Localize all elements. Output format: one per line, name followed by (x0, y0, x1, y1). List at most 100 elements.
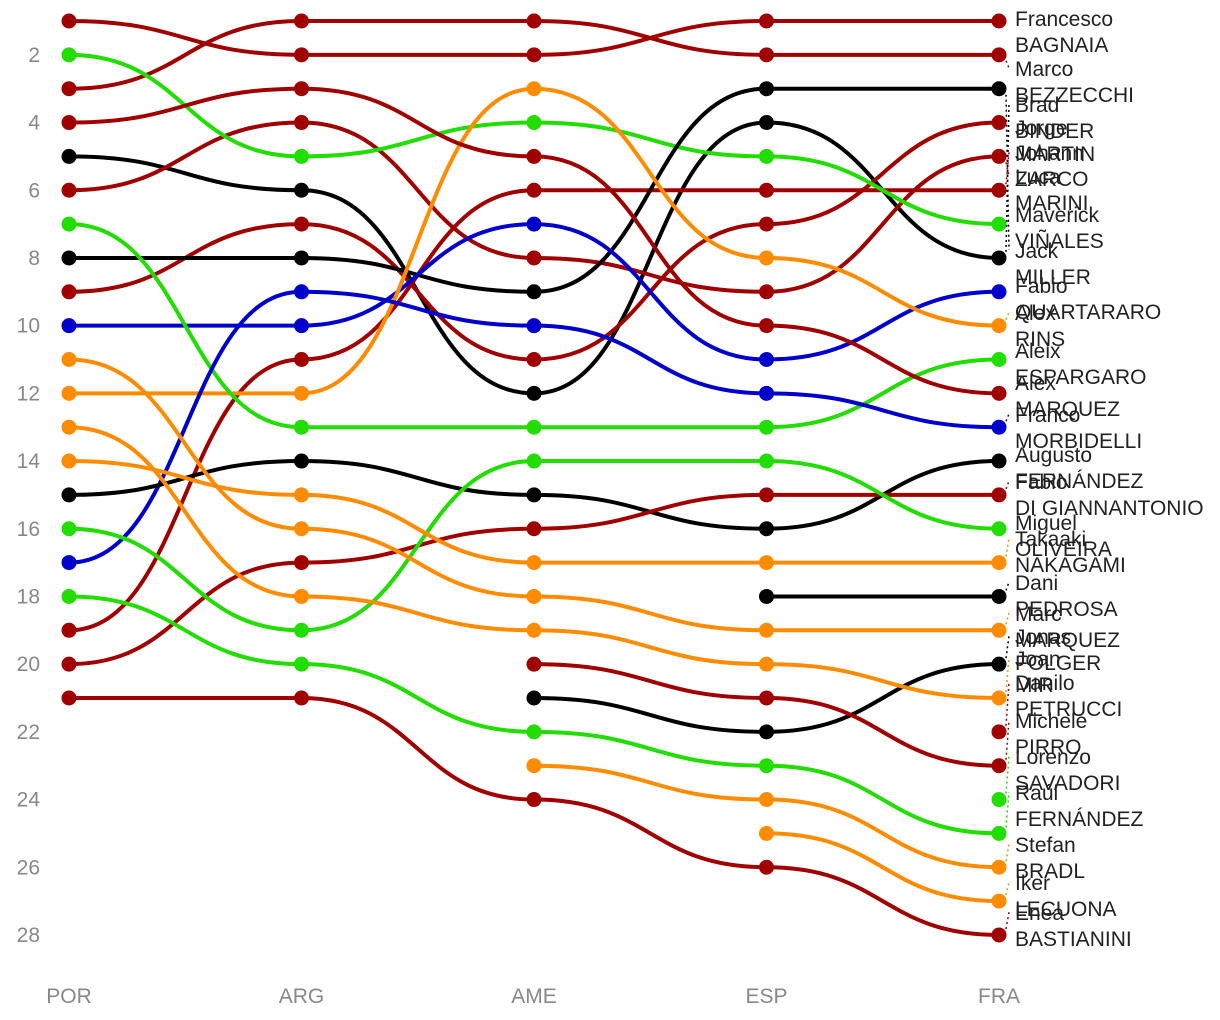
label-leader-line (1005, 681, 1010, 726)
x-tick-label: POR (46, 985, 92, 1008)
series-point-takaaki-nakagami (294, 487, 309, 503)
series-point-alex-marquez (526, 148, 542, 164)
series-point-jonas-folger (759, 724, 774, 740)
series-line-joan-mir (67, 425, 1001, 700)
series-point-raul-fernandez (991, 825, 1007, 841)
series-point-marco-bezzecchi (759, 47, 774, 63)
label-leader-line (1005, 791, 1010, 828)
label-leader-line (1005, 635, 1010, 659)
label-leader-line (1005, 911, 1010, 930)
series-point-marc-marquez (991, 622, 1007, 638)
series-point-alex-marquez (61, 115, 77, 131)
series-point-francesco-bagnaia (61, 13, 77, 29)
rider-label-francesco-bagnaia: Francesco BAGNAIA (1015, 8, 1113, 57)
series-point-alex-marquez (294, 81, 309, 97)
series-point-franco-morbidelli (991, 419, 1007, 435)
series-line-miguel-oliveira (67, 459, 1001, 633)
series-point-marco-bezzecchi (991, 47, 1007, 63)
label-leader-line (1005, 843, 1010, 862)
x-axis: POR ARG AME ESP FRA (46, 985, 1020, 1008)
rider-label-jack-miller: Jack MILLER (1015, 240, 1091, 289)
label-leader-line (1005, 480, 1010, 490)
series-point-marc-marquez (294, 521, 309, 537)
series-point-marco-bezzecchi (294, 13, 309, 29)
series-line-aleix-espargaro (67, 222, 1001, 430)
series-point-jorge-martin (61, 284, 77, 300)
series-point-fabio-quartararo (526, 216, 542, 232)
series-point-michele-pirro (759, 690, 774, 706)
series-point-fabio-quartararo (61, 318, 77, 334)
series-point-brad-binder (526, 385, 542, 401)
series-point-fabio-di-giannantonio (526, 521, 542, 537)
series-point-enea-bastianini (526, 792, 542, 808)
series-point-luca-marini (526, 250, 542, 266)
series-point-johann-zarco (526, 182, 542, 198)
rider-label-marc-marquez: Marc MARQUEZ (1015, 603, 1120, 652)
rider-label-luca-marini: Luca MARINI (1015, 166, 1089, 215)
rider-label-jorge-martin: Jorge MARTIN (1015, 117, 1095, 166)
y-tick-label: 22 (17, 721, 40, 744)
series-point-johann-zarco (61, 622, 77, 638)
series-point-michele-pirro (526, 656, 542, 672)
series-point-raul-fernandez (61, 588, 77, 604)
series-point-enea-bastianini (991, 927, 1007, 943)
series-point-johann-zarco (991, 182, 1007, 198)
rider-label-aleix-espargaro: Aleix ESPARGARO (1015, 340, 1146, 389)
series-point-marc-marquez (759, 622, 774, 638)
series-point-takaaki-nakagami (61, 453, 77, 469)
series-point-joan-mir (991, 690, 1007, 706)
series-point-luca-marini (759, 284, 774, 300)
series-point-brad-binder (61, 148, 77, 164)
x-tick-label: ARG (279, 985, 325, 1008)
y-tick-label: 18 (17, 585, 40, 608)
series-point-jonas-folger (526, 690, 542, 706)
series-point-fabio-di-giannantonio (61, 656, 77, 672)
series-point-aleix-espargaro (759, 419, 774, 435)
y-tick-label: 4 (28, 112, 40, 135)
rider-label-enea-bastianini: Enea BASTIANINI (1015, 902, 1132, 951)
series-point-aleix-espargaro (61, 216, 77, 232)
label-leader-line (1005, 162, 1010, 177)
series-point-enea-bastianini (61, 690, 77, 706)
series-line-michele-pirro (532, 662, 1001, 768)
series-point-jack-miller (991, 81, 1007, 97)
series-point-dani-pedrosa (759, 588, 774, 604)
rider-label-raul-fernandez: Raúl FERNÁNDEZ (1015, 782, 1144, 831)
series-point-joan-mir (294, 588, 309, 604)
series-point-jorge-martin (759, 216, 774, 232)
x-tick-label: ESP (745, 985, 787, 1008)
series-point-franco-morbidelli (526, 318, 542, 334)
rider-label-fabio-quartararo: Fabio QUARTARARO (1015, 275, 1161, 324)
series-point-marc-marquez (526, 588, 542, 604)
rider-label-brad-binder: Brad BINDER (1015, 94, 1094, 143)
series-point-fabio-di-giannantonio (991, 487, 1007, 503)
series-point-alex-rins (759, 250, 774, 266)
rider-label-alex-marquez: Alex MARQUEZ (1015, 372, 1120, 421)
series-point-lorenzo-savadori (991, 792, 1007, 808)
y-tick-label: 6 (28, 179, 40, 202)
label-leader-line (1005, 657, 1010, 693)
series-point-augusto-fernandez (759, 521, 774, 537)
series-point-brad-binder (294, 182, 309, 198)
series-point-miguel-oliveira (991, 521, 1007, 537)
series-point-maverick-vinales (759, 148, 774, 164)
series-line-marc-marquez (67, 357, 1001, 633)
series-point-jorge-martin (294, 216, 309, 232)
y-tick-label: 2 (28, 44, 40, 67)
series-line-johann-zarco (67, 188, 1001, 633)
series-point-raul-fernandez (294, 656, 309, 672)
series-point-raul-fernandez (526, 724, 542, 740)
label-leader-line (1005, 60, 1010, 69)
series-point-johann-zarco (759, 182, 774, 198)
series-point-augusto-fernandez (526, 487, 542, 503)
series-line-iker-lecuona (764, 831, 1001, 904)
series-line-franco-morbidelli (67, 289, 1001, 565)
series-point-alex-marquez (991, 385, 1007, 401)
series-point-marco-bezzecchi (526, 13, 542, 29)
series-point-jack-miller (759, 81, 774, 97)
rider-label-stefan-bradl: Stefan BRADL (1015, 834, 1085, 883)
series-point-alex-rins (294, 385, 309, 401)
series-point-franco-morbidelli (294, 284, 309, 300)
